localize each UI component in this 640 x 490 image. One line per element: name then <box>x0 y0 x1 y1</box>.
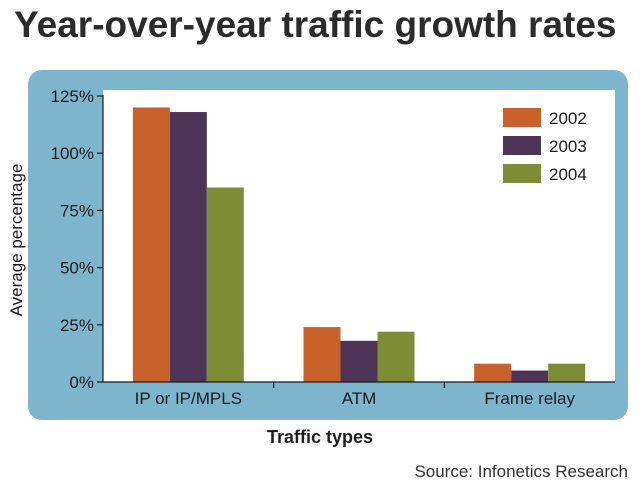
legend-swatch-2002 <box>503 108 541 127</box>
legend-swatch-2003 <box>503 136 541 155</box>
source-note: Source: Infonetics Research <box>414 462 628 481</box>
legend-label-2004: 2004 <box>549 165 587 184</box>
bar-2003-2 <box>511 370 549 382</box>
legend: 2002 2003 2004 <box>503 108 587 184</box>
bar-2002-1 <box>303 327 341 382</box>
bar-2004-0 <box>206 187 244 382</box>
bars-group <box>132 107 586 383</box>
legend-label-2002: 2002 <box>549 109 587 128</box>
bar-2004-2 <box>548 363 586 382</box>
y-tick-label: 75% <box>60 201 94 220</box>
bar-2003-0 <box>169 112 207 383</box>
x-axis-label: Traffic types <box>266 427 374 447</box>
chart-title: Year-over-year traffic growth rates <box>14 4 617 45</box>
y-tick-label: 100% <box>51 144 94 163</box>
y-tick-label: 125% <box>51 87 94 106</box>
bar-2002-2 <box>474 363 512 382</box>
bar-2002-0 <box>132 107 170 382</box>
legend-swatch-2004 <box>503 164 541 183</box>
y-tick-label: 50% <box>60 259 94 278</box>
y-tick-label: 0% <box>69 373 94 392</box>
y-tick-label: 25% <box>60 316 94 335</box>
legend-label-2003: 2003 <box>549 137 587 156</box>
y-ticks-group: 0% 25% 50% 75% 100% 125% <box>51 87 103 392</box>
x-category-label: ATM <box>342 389 377 408</box>
y-axis-label: Average percentage <box>7 164 26 317</box>
bar-2004-1 <box>377 331 415 382</box>
bar-2003-1 <box>340 340 378 382</box>
x-category-label: Frame relay <box>484 389 575 408</box>
x-ticks-group: IP or IP/MPLS ATM Frame relay <box>135 382 576 408</box>
x-category-label: IP or IP/MPLS <box>135 389 242 408</box>
